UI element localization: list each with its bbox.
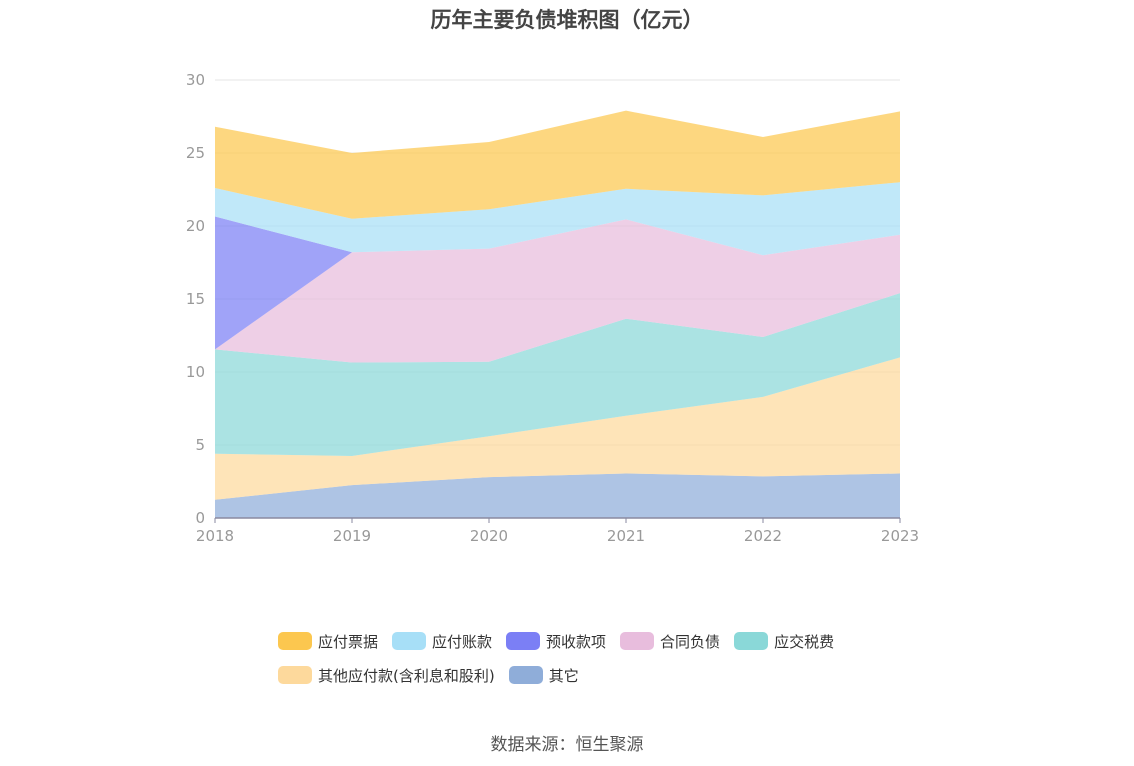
legend-label: 其它 (548, 666, 579, 685)
x-tick-label: 2019 (333, 527, 371, 545)
legend-label: 应付账款 (432, 632, 493, 651)
y-tick-label: 25 (186, 144, 205, 162)
area-series-应付账款 (215, 182, 900, 256)
y-tick-label: 30 (186, 71, 205, 89)
legend-label: 应付票据 (318, 632, 379, 651)
legend-item[interactable]: 应付票据 (278, 630, 378, 652)
area-series-应交税费 (215, 293, 900, 456)
legend-swatch (508, 666, 543, 684)
legend-item[interactable]: 应付账款 (392, 630, 492, 652)
legend-label: 应交税费 (774, 632, 835, 651)
legend-swatch (278, 632, 312, 650)
legend-swatch (734, 632, 769, 650)
x-tick-label: 2021 (607, 527, 645, 545)
axes: 0 5 10 15 20 25 30 2018 2019 2020 2021 2022 2023 (186, 71, 919, 545)
legend-item[interactable]: 其他应付款(含利息和股利) (278, 664, 495, 686)
y-tick-label: 15 (186, 290, 205, 308)
x-tick-label: 2020 (470, 527, 508, 545)
x-tick-label: 2022 (744, 527, 782, 545)
legend-label: 其他应付款(含利息和股利) (318, 666, 495, 685)
legend-item[interactable]: 应交税费 (734, 630, 834, 652)
legend-swatch (506, 632, 541, 650)
y-tick-label: 20 (186, 217, 205, 235)
x-tick-label: 2018 (196, 527, 234, 545)
legend-swatch (392, 632, 427, 650)
area-series-其他应付款(含利息和股利) (215, 357, 900, 500)
chart-title: 历年主要负债堆积图（亿元） (430, 8, 704, 32)
legend-label: 预收款项 (546, 632, 607, 651)
legend-label: 合同负债 (660, 632, 721, 651)
legend-item[interactable]: 预收款项 (506, 630, 606, 652)
legend: 应付票据 应付账款 预收款项 合同负债 应交税费其他应付款(含利息和股利) 其它 (278, 630, 878, 698)
legend-item[interactable]: 其它 (508, 664, 579, 686)
y-tick-label: 5 (195, 436, 205, 454)
stacked-area-chart: 0 5 10 15 20 25 30 2018 2019 2020 2021 2022 2023 (186, 71, 919, 545)
legend-swatch (620, 632, 655, 650)
area-series-其它 (215, 473, 900, 518)
area-series-应付票据 (215, 110, 900, 219)
data-source: 数据来源：恒生聚源 (490, 735, 644, 755)
legend-swatch (278, 666, 312, 684)
y-tick-label: 10 (186, 363, 205, 381)
y-tick-label: 0 (195, 509, 205, 527)
area-series (215, 110, 900, 518)
area-series-合同负债 (215, 219, 900, 363)
legend-item[interactable]: 合同负债 (620, 630, 720, 652)
x-tick-label: 2023 (881, 527, 919, 545)
